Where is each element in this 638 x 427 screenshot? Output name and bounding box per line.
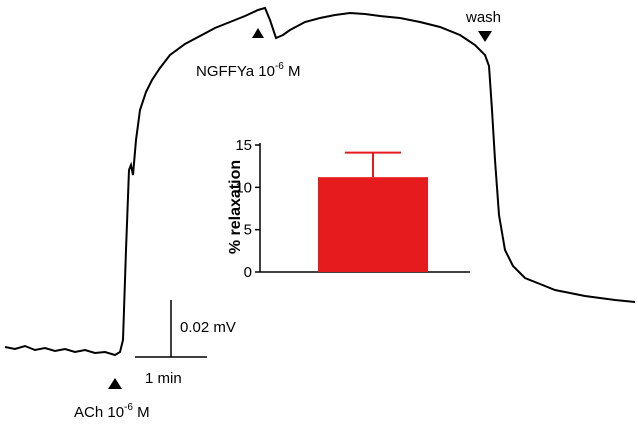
marker xyxy=(252,28,264,38)
marker xyxy=(478,31,492,42)
scale-label: 0.02 mV xyxy=(180,319,236,336)
scale-label: 1 min xyxy=(145,370,182,387)
y-axis-label: % relaxation xyxy=(227,160,244,254)
y-tick-label: 15 xyxy=(235,137,252,154)
annotation: wash xyxy=(465,9,501,26)
marker xyxy=(108,378,122,389)
annotation: ACh 10-6 M xyxy=(74,402,150,421)
y-tick-label: 0 xyxy=(244,264,252,281)
bar xyxy=(318,177,428,272)
annotation: NGFFYa 10-6 M xyxy=(196,61,301,80)
trace xyxy=(4,6,636,357)
y-tick-label: 10 xyxy=(235,179,252,196)
y-tick-label: 5 xyxy=(244,222,252,239)
